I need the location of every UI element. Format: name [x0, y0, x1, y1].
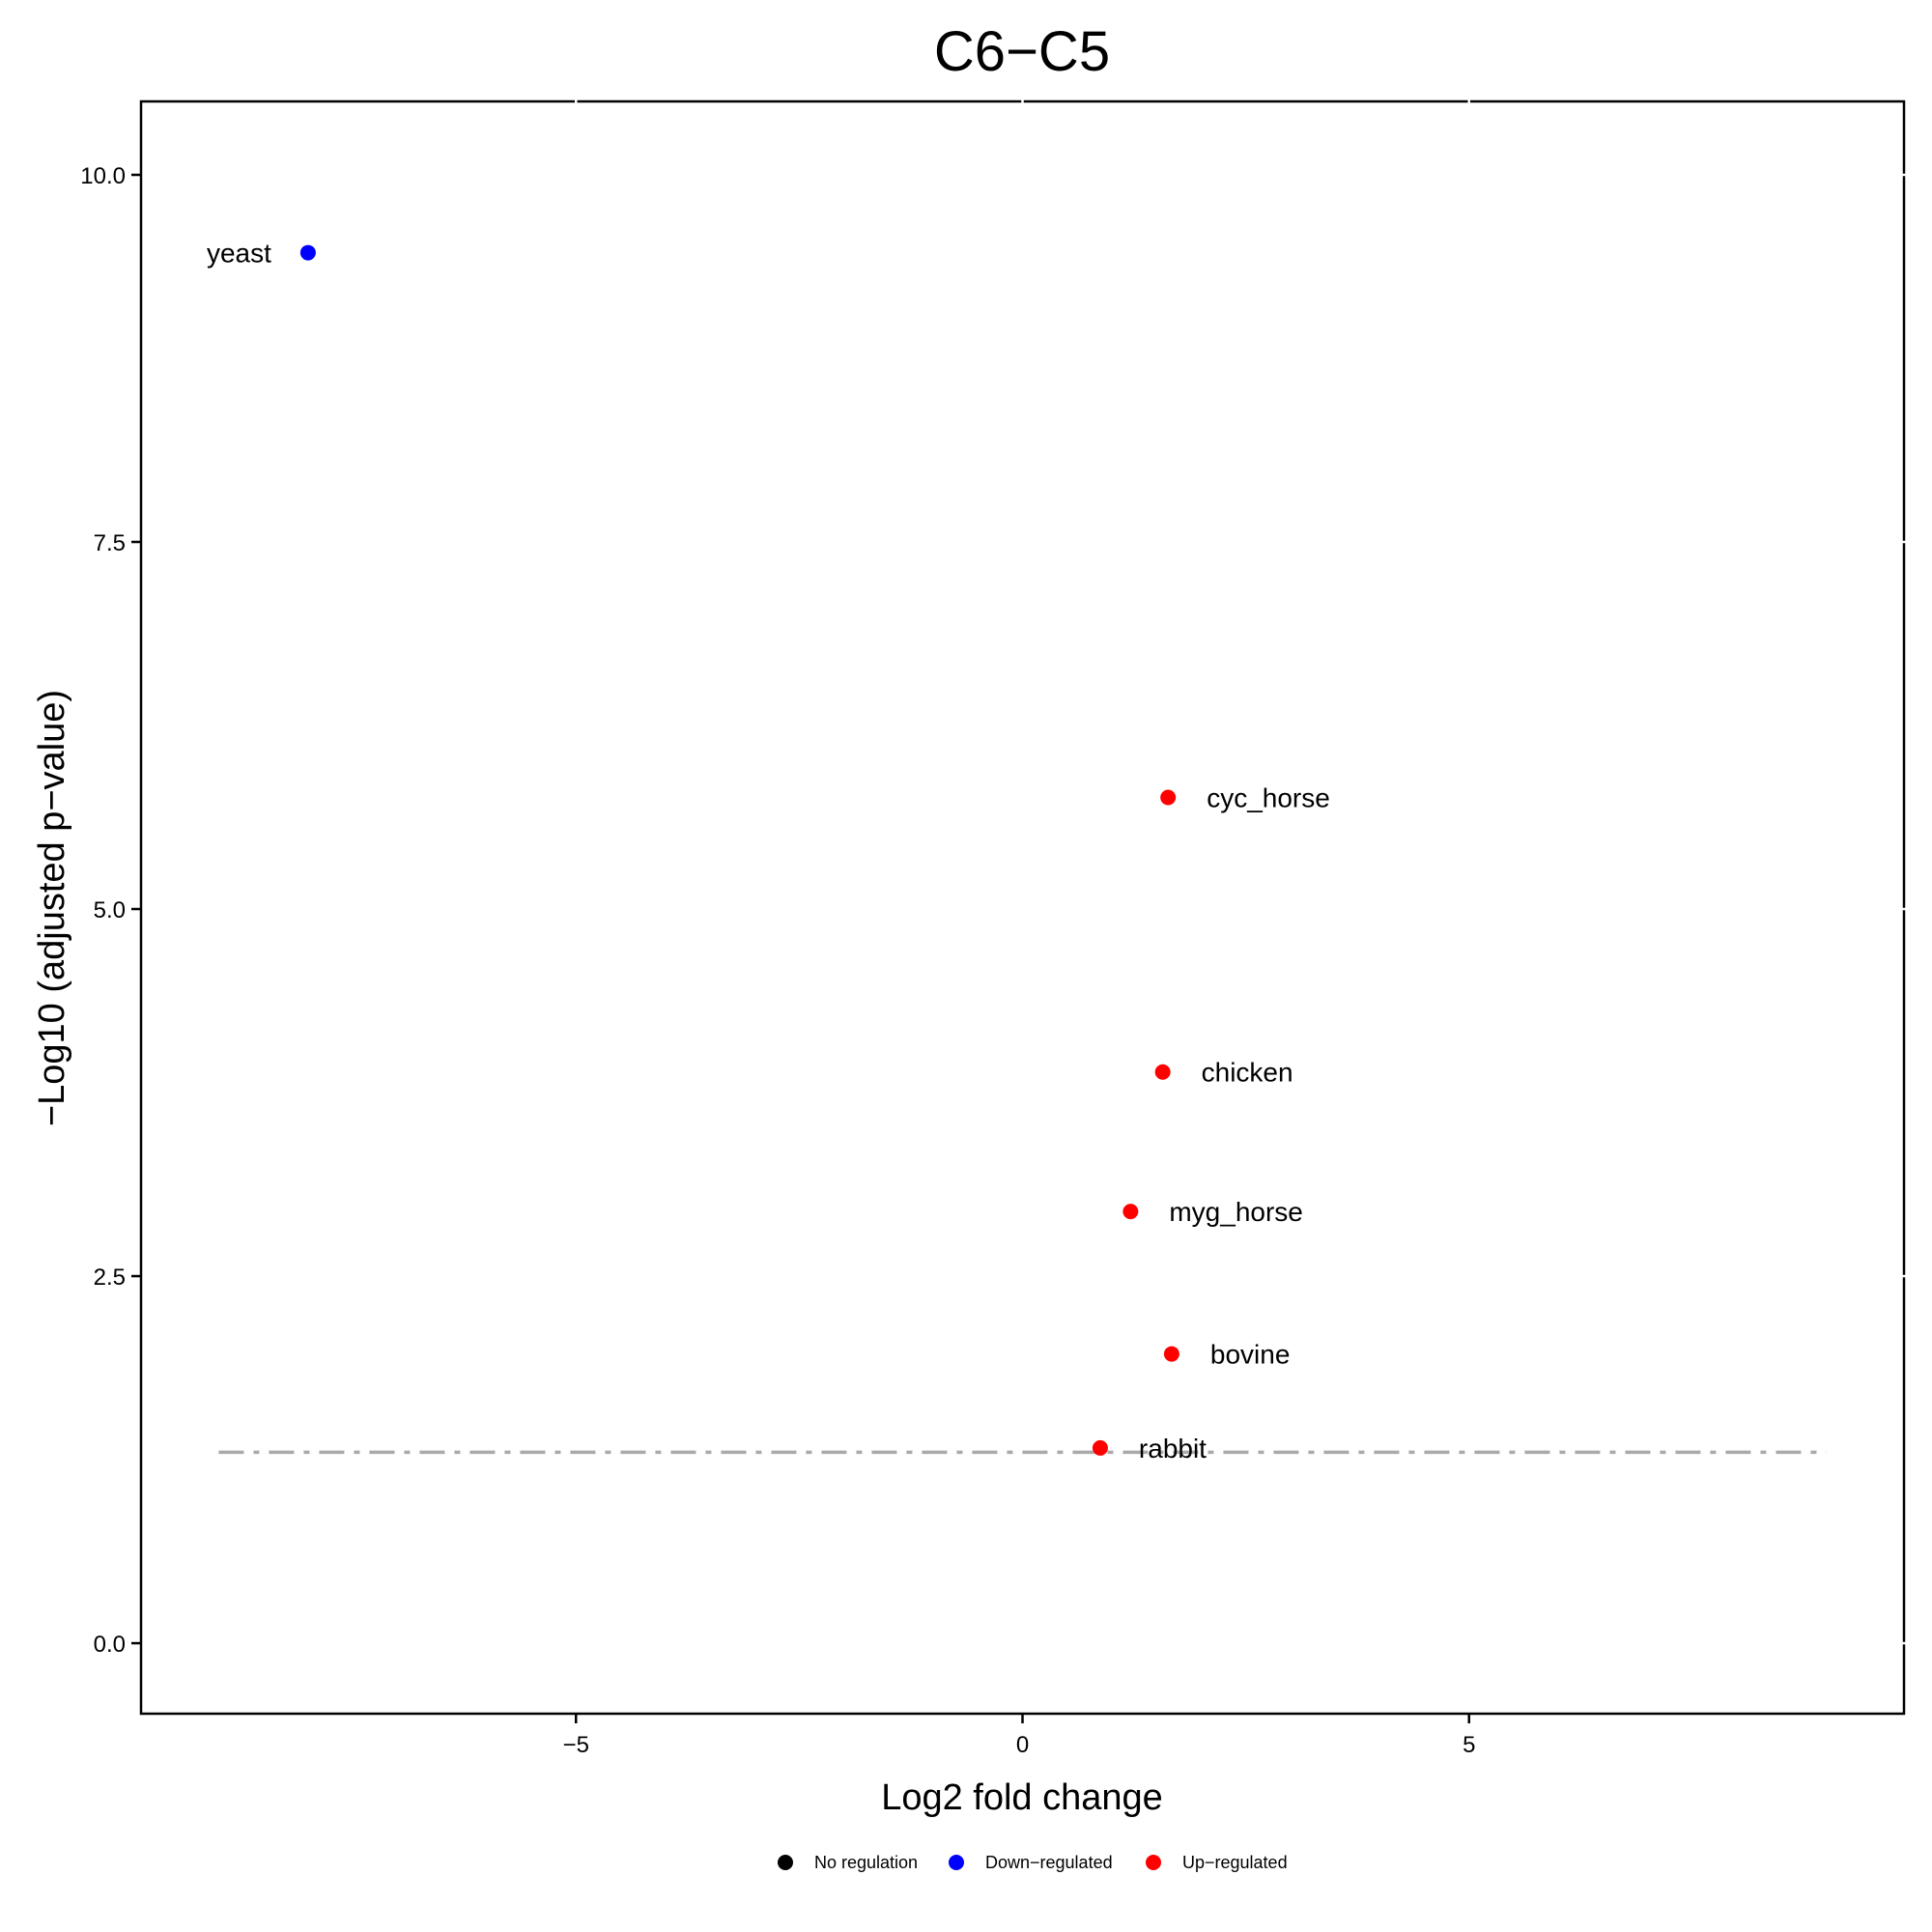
data-point-bovine	[1163, 1346, 1179, 1362]
legend-key	[949, 1855, 964, 1870]
point-label: bovine	[1210, 1340, 1291, 1370]
x-tick-label: 5	[1463, 1732, 1475, 1758]
y-tick-label: 10.0	[80, 163, 126, 189]
chart-title: C6−C5	[934, 20, 1110, 83]
x-tick-label: 0	[1016, 1732, 1029, 1758]
data-point-myg-horse	[1122, 1204, 1139, 1220]
data-point-cyc-horse	[1160, 789, 1177, 806]
point-label: rabbit	[1139, 1434, 1207, 1463]
data-point-yeast	[299, 244, 316, 261]
point-label: myg_horse	[1169, 1197, 1303, 1227]
point-label: yeast	[207, 239, 271, 269]
plot-panel	[139, 99, 1906, 1716]
data-point-chicken	[1154, 1064, 1171, 1080]
point-label: chicken	[1202, 1058, 1293, 1088]
point-label: cyc_horse	[1207, 782, 1330, 812]
x-axis: −5 0 5	[563, 99, 1475, 1758]
legend-label: Up−regulated	[1182, 1853, 1288, 1872]
legend: No regulation Down−regulated Up−regulated	[778, 1853, 1288, 1872]
data-point-rabbit	[1092, 1439, 1108, 1456]
x-tick-label: −5	[563, 1732, 589, 1758]
y-tick-label: 5.0	[94, 897, 126, 923]
legend-key	[1146, 1855, 1161, 1870]
legend-key	[778, 1855, 793, 1870]
legend-label: No regulation	[814, 1853, 918, 1872]
legend-label: Down−regulated	[985, 1853, 1113, 1872]
y-tick-label: 7.5	[94, 530, 126, 556]
y-axis: 0.0 2.5 5.0 7.5 10.0	[80, 163, 1907, 1658]
y-axis-title: −Log10 (adjusted p−value)	[32, 690, 72, 1126]
x-axis-title: Log2 fold change	[881, 1777, 1163, 1818]
y-tick-label: 2.5	[94, 1264, 126, 1291]
y-tick-label: 0.0	[94, 1632, 126, 1658]
